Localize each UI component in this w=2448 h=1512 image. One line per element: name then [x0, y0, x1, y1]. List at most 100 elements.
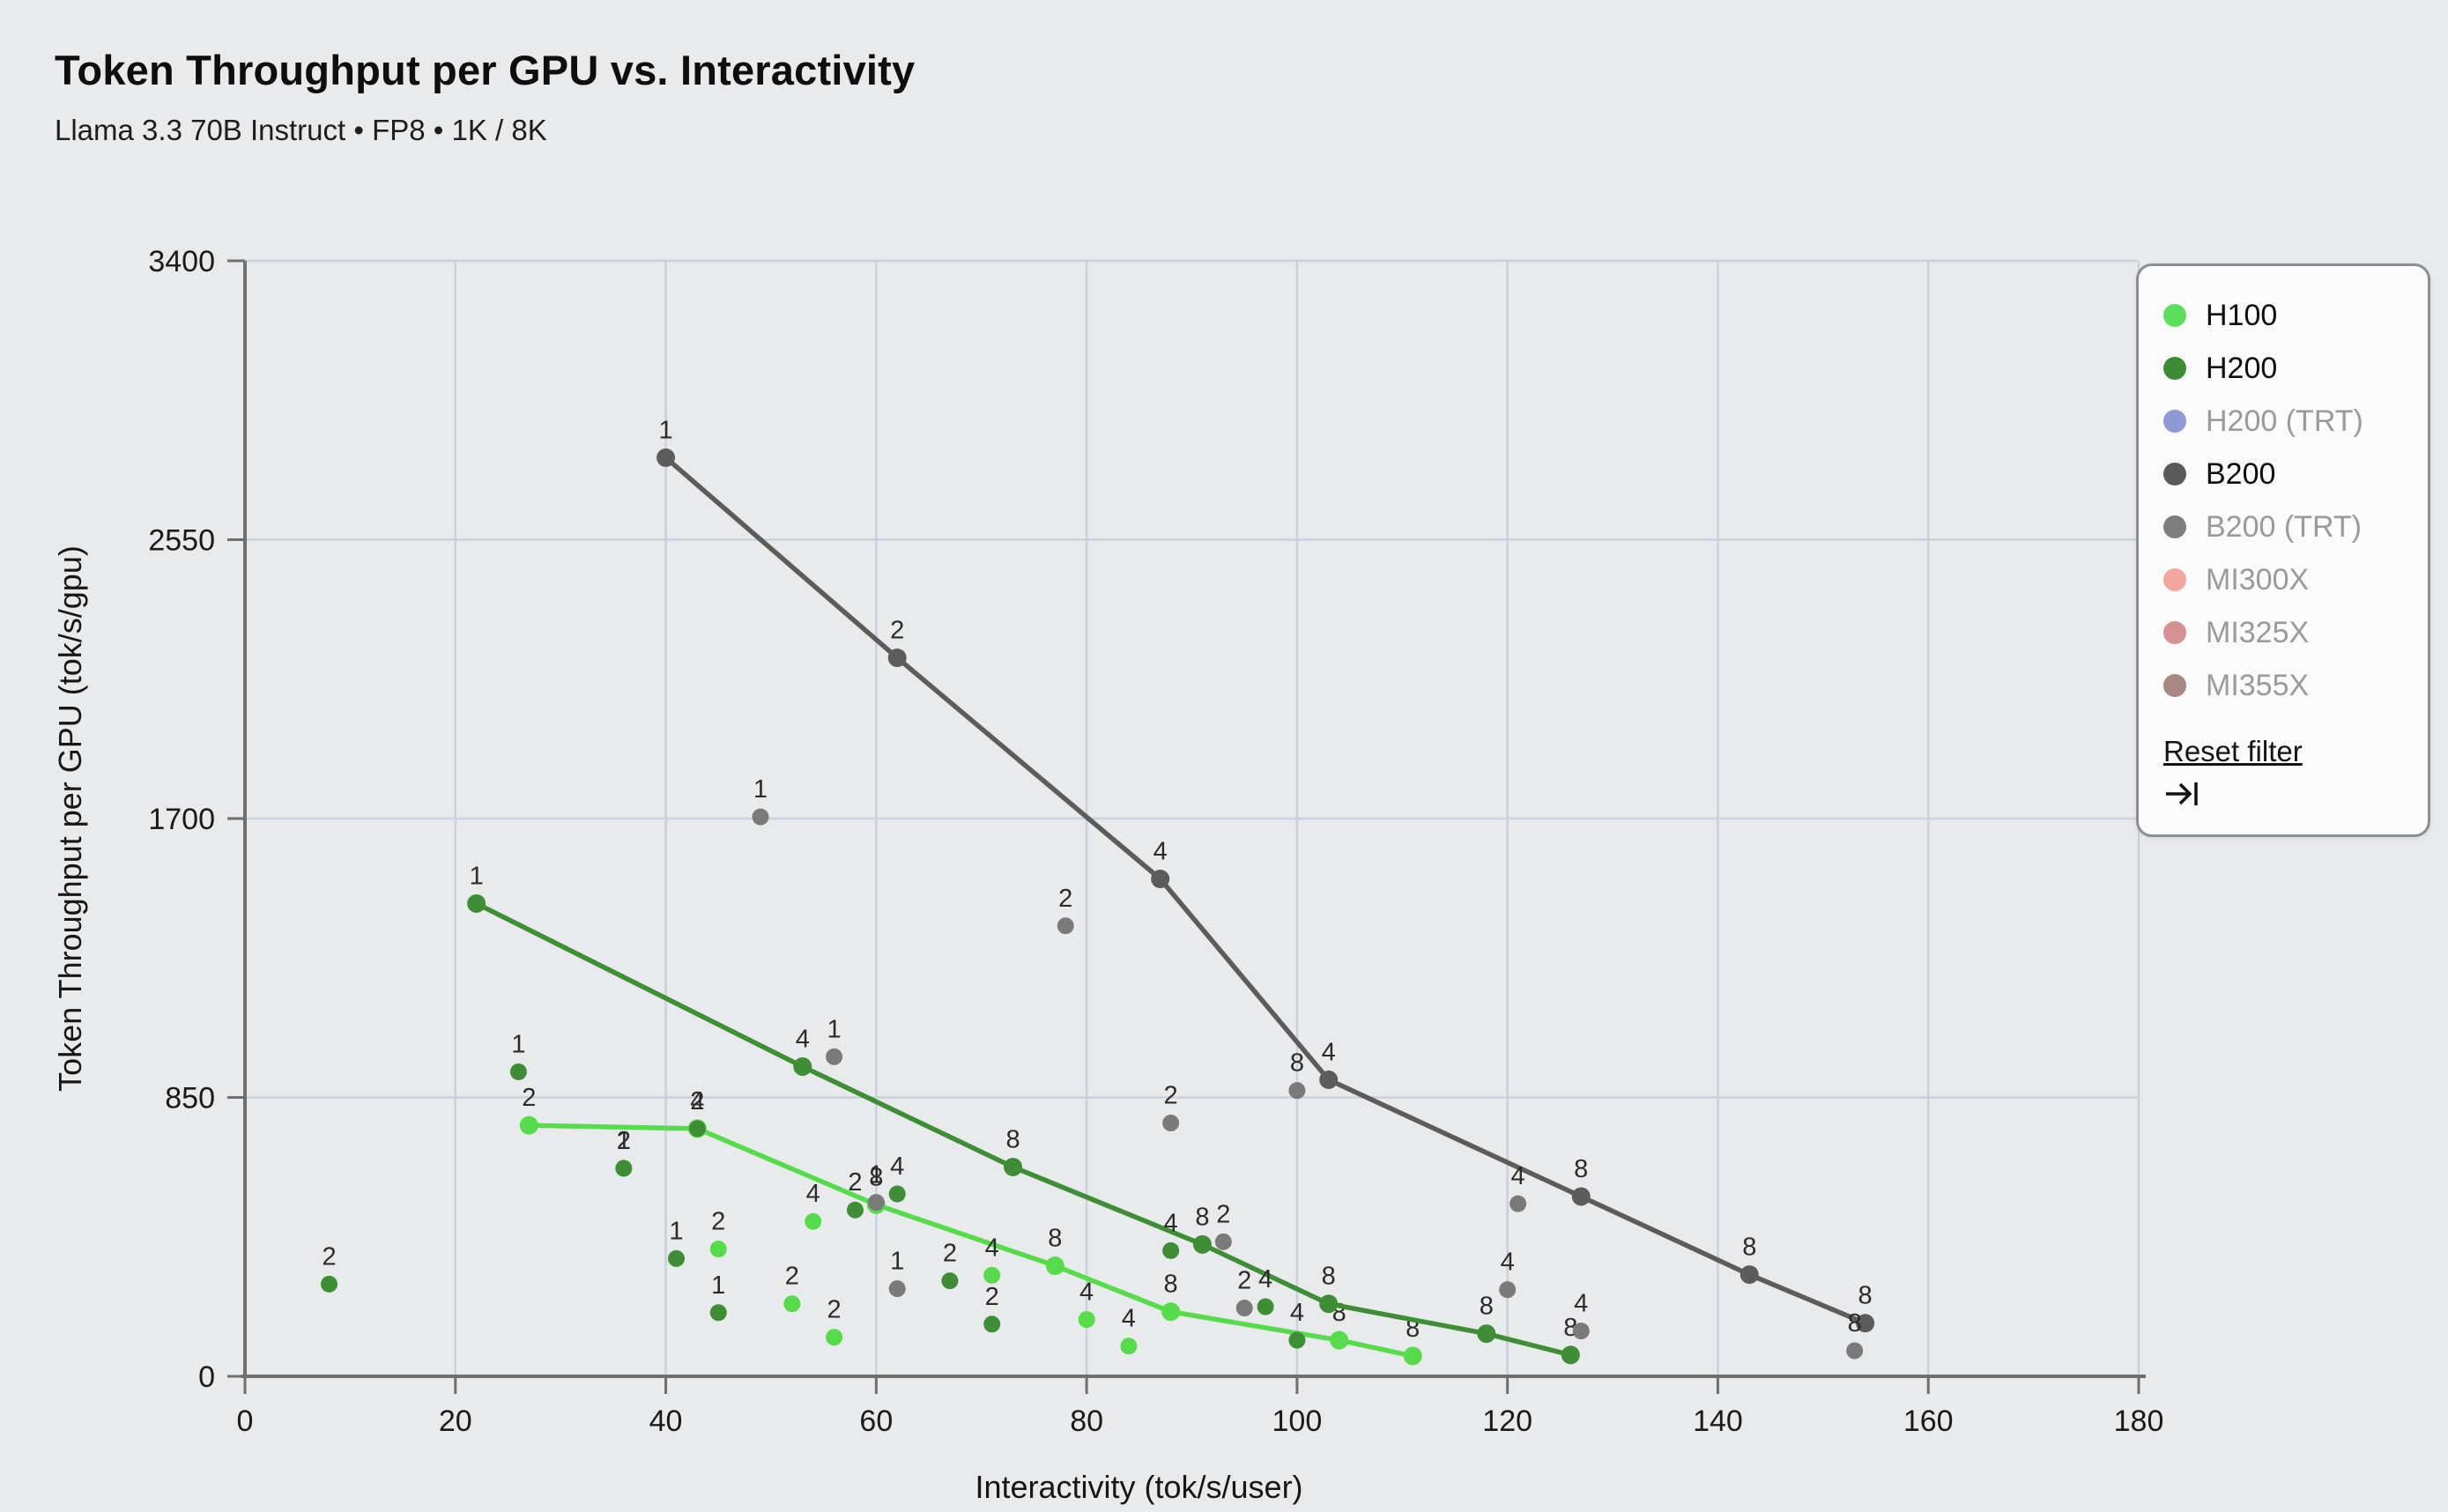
data-point[interactable] [1120, 1338, 1138, 1355]
gpu-count-label: 8 [1742, 1234, 1756, 1262]
gpu-count-label: 4 [1154, 838, 1168, 866]
data-point[interactable] [1319, 1294, 1339, 1314]
data-point[interactable] [888, 1280, 906, 1298]
data-point[interactable] [467, 893, 486, 913]
data-point[interactable] [1740, 1265, 1759, 1285]
data-point[interactable] [509, 1063, 527, 1080]
y-tick-label: 2550 [148, 524, 215, 558]
data-point[interactable] [793, 1056, 812, 1076]
data-point[interactable] [983, 1316, 1001, 1333]
collapse-legend-button[interactable] [2163, 777, 2202, 815]
data-point[interactable] [667, 1249, 685, 1267]
data-point[interactable] [1161, 1302, 1181, 1322]
data-point[interactable] [983, 1266, 1001, 1284]
legend-swatch-icon [2163, 304, 2186, 327]
y-tick-label: 1700 [148, 803, 215, 836]
legend-item-label: B200 [2206, 456, 2276, 491]
data-point[interactable] [1162, 1115, 1180, 1132]
data-point[interactable] [688, 1120, 706, 1138]
y-tick-label: 0 [198, 1360, 215, 1394]
data-point[interactable] [1499, 1281, 1517, 1299]
x-tick-label: 120 [1482, 1405, 1532, 1438]
data-point[interactable] [1235, 1300, 1253, 1317]
gpu-count-label: 4 [1079, 1279, 1094, 1307]
data-point[interactable] [1162, 1241, 1180, 1259]
data-point[interactable] [1078, 1311, 1095, 1329]
data-point[interactable] [1288, 1331, 1306, 1349]
data-point[interactable] [887, 649, 907, 668]
data-point[interactable] [1477, 1324, 1496, 1344]
data-point[interactable] [1214, 1233, 1232, 1250]
data-point[interactable] [1510, 1195, 1527, 1212]
y-tick-label: 3400 [148, 245, 215, 278]
gpu-count-label: 4 [1501, 1249, 1515, 1277]
data-point[interactable] [1856, 1314, 1875, 1333]
legend-item-mi300x[interactable]: MI300X [2163, 553, 2403, 606]
data-point[interactable] [1561, 1345, 1580, 1365]
legend-item-mi325x[interactable]: MI325X [2163, 606, 2403, 659]
gpu-count-label: 2 [985, 1283, 999, 1311]
data-point[interactable] [1571, 1187, 1591, 1206]
gpu-count-label: 8 [1005, 1125, 1020, 1153]
x-tick-label: 140 [1693, 1405, 1743, 1438]
data-point[interactable] [888, 1185, 906, 1203]
legend-item-label: MI325X [2206, 615, 2310, 649]
legend-swatch-icon [2163, 568, 2186, 591]
data-point[interactable] [826, 1048, 843, 1065]
x-tick-label: 0 [237, 1405, 254, 1438]
frontier-line [526, 1123, 1415, 1359]
legend-item-b200-trt[interactable]: B200 (TRT) [2163, 500, 2403, 553]
gpu-count-label: 4 [806, 1180, 820, 1208]
gpu-count-label: 4 [1322, 1038, 1336, 1066]
data-point[interactable] [519, 1115, 538, 1135]
data-point[interactable] [1257, 1298, 1274, 1316]
gpu-count-label: 2 [711, 1208, 725, 1236]
gpu-count-label: 8 [1322, 1263, 1336, 1291]
data-point[interactable] [752, 808, 769, 826]
data-point[interactable] [615, 1160, 633, 1177]
data-point[interactable] [826, 1329, 843, 1346]
data-point[interactable] [1004, 1157, 1023, 1176]
data-point[interactable] [1288, 1082, 1306, 1100]
data-point[interactable] [657, 448, 676, 467]
legend-item-h200-trt[interactable]: H200 (TRT) [2163, 395, 2403, 448]
gpu-count-label: 4 [1511, 1162, 1525, 1190]
data-point[interactable] [709, 1304, 727, 1322]
gpu-count-label: 8 [1858, 1282, 1873, 1310]
data-point[interactable] [1151, 870, 1170, 889]
data-point[interactable] [321, 1275, 338, 1293]
gpu-count-label: 8 [869, 1163, 883, 1191]
data-point[interactable] [805, 1212, 822, 1230]
data-point[interactable] [1045, 1256, 1065, 1276]
gpu-count-label: 4 [1290, 1299, 1304, 1327]
gpu-count-label: 1 [753, 775, 768, 804]
x-tick-label: 180 [2114, 1405, 2164, 1438]
data-point[interactable] [709, 1241, 727, 1258]
data-point[interactable] [783, 1295, 801, 1313]
chart-header: Token Throughput per GPU vs. Interactivi… [55, 46, 915, 147]
legend-item-b200[interactable]: B200 [2163, 448, 2403, 500]
data-point[interactable] [1057, 917, 1074, 935]
legend-item-mi355x[interactable]: MI355X [2163, 659, 2403, 712]
data-point[interactable] [1846, 1342, 1864, 1360]
data-point[interactable] [1319, 1070, 1339, 1089]
data-point[interactable] [941, 1272, 959, 1290]
data-point[interactable] [1330, 1330, 1349, 1350]
reset-filter-link[interactable]: Reset filter [2163, 735, 2303, 767]
gpu-count-label: 8 [1195, 1203, 1209, 1231]
data-point[interactable] [867, 1194, 885, 1212]
data-point[interactable] [1403, 1346, 1422, 1366]
legend-item-h100[interactable]: H100 [2163, 289, 2403, 342]
gridlines [245, 259, 2140, 1376]
gpu-count-label: 2 [1237, 1267, 1251, 1295]
legend-item-h200[interactable]: H200 [2163, 342, 2403, 395]
data-point[interactable] [1192, 1234, 1212, 1254]
data-point[interactable] [1572, 1323, 1590, 1340]
legend-swatch-icon [2163, 357, 2186, 380]
gpu-count-label: 8 [1480, 1293, 1494, 1321]
gpu-count-label: 2 [322, 1242, 336, 1271]
data-point[interactable] [846, 1201, 864, 1219]
